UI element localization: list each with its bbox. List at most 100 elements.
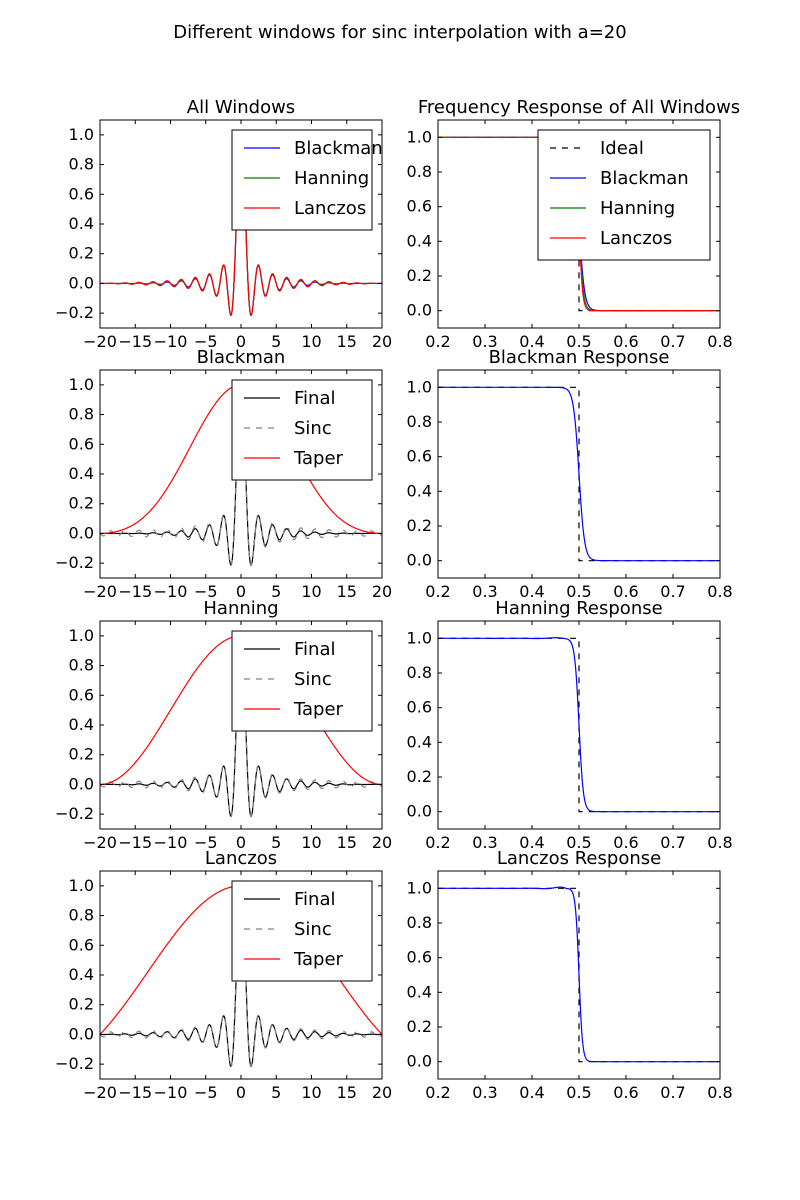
- legend: Final Sinc Taper: [231, 630, 373, 732]
- x-tick-label: −10: [154, 582, 188, 601]
- y-tick-label: 0.4: [407, 481, 432, 500]
- y-tick-label: 0.8: [407, 162, 432, 181]
- legend-label-final: Final: [294, 639, 335, 660]
- panel-title: Hanning Response: [495, 598, 662, 619]
- x-tick-label: 0.7: [660, 332, 685, 351]
- y-tick-label: 0.6: [407, 698, 432, 717]
- x-tick-label: 15: [337, 332, 357, 351]
- x-tick-label: −5: [194, 833, 218, 852]
- x-tick-label: 0.7: [660, 582, 685, 601]
- legend-label-hanning: Hanning: [600, 198, 675, 219]
- y-tick-label: 0.0: [69, 774, 94, 793]
- legend-label-sinc: Sinc: [294, 669, 332, 690]
- x-tick-label: −15: [118, 1083, 152, 1102]
- legend-label-blackman: Blackman: [294, 138, 383, 159]
- y-tick-label: 0.8: [69, 155, 94, 174]
- x-tick-label: −20: [83, 332, 117, 351]
- panel-title: Lanczos: [205, 848, 277, 869]
- panel-all-windows: −20 −15 −10 −5 0 5 10 15 20 −0.2 0.0 0.2 0.4 0.6 0.8 1.…: [55, 97, 392, 351]
- legend: Final Sinc Taper: [231, 379, 373, 481]
- x-tick-label: 15: [337, 582, 357, 601]
- x-tick-label: 0.4: [519, 1083, 544, 1102]
- y-tick-label: 0.2: [407, 1017, 432, 1036]
- x-tick-label: 0.6: [613, 833, 638, 852]
- y-tick-label: 0.4: [407, 231, 432, 250]
- panel-title: Blackman: [197, 347, 286, 368]
- x-tick-label: 0.2: [425, 332, 450, 351]
- x-tick-label: 0.5: [566, 332, 591, 351]
- y-tick-label: 1.0: [69, 626, 94, 645]
- legend-box: [231, 129, 373, 231]
- x-tick-label: 5: [271, 833, 281, 852]
- y-tick-label: 1.0: [407, 127, 432, 146]
- x-tick-label: 0.5: [566, 1083, 591, 1102]
- x-tick-label: 0.6: [613, 332, 638, 351]
- y-tick-label: 0.8: [407, 663, 432, 682]
- y-tick-label: −0.2: [55, 804, 94, 823]
- legend-label-final: Final: [294, 889, 335, 910]
- y-tick-label: 0.0: [407, 1052, 432, 1071]
- x-tick-label: −15: [118, 582, 152, 601]
- series-group: [438, 637, 720, 813]
- x-tick-label: −15: [118, 833, 152, 852]
- x-tick-label: 0.5: [566, 833, 591, 852]
- x-tick-label: 0.2: [425, 833, 450, 852]
- legend-label-sinc: Sinc: [294, 418, 332, 439]
- x-tick-label: −10: [154, 833, 188, 852]
- y-tick-label: 0.8: [69, 906, 94, 925]
- x-tick-label: 0.4: [519, 833, 544, 852]
- x-tick-label: −5: [194, 1083, 218, 1102]
- x-tick-label: −10: [154, 332, 188, 351]
- x-tick-label: 0.4: [519, 332, 544, 351]
- legend: Ideal Blackman Hanning Lanczos: [537, 129, 711, 261]
- x-tick-label: 0.8: [707, 332, 732, 351]
- y-tick-label: 0.8: [69, 405, 94, 424]
- x-tick-label: 0.3: [472, 833, 497, 852]
- y-tick-label: 0.6: [69, 184, 94, 203]
- y-tick-label: −0.2: [55, 303, 94, 322]
- legend-label-lanczos: Lanczos: [600, 228, 672, 249]
- x-tick-label: 0.7: [660, 1083, 685, 1102]
- x-tick-label: 20: [372, 332, 392, 351]
- x-tick-label: −20: [83, 1083, 117, 1102]
- y-tick-label: 0.2: [69, 745, 94, 764]
- panel-title: Hanning: [203, 598, 278, 619]
- y-tick-label: 0.4: [407, 732, 432, 751]
- y-tick-label: 0.0: [69, 273, 94, 292]
- x-tick-label: 10: [301, 582, 321, 601]
- legend-label-taper: Taper: [293, 448, 344, 469]
- x-tick-label: 0.8: [707, 582, 732, 601]
- x-tick-label: 0: [236, 332, 246, 351]
- x-tick-label: −20: [83, 582, 117, 601]
- y-tick-label: 0.0: [407, 551, 432, 570]
- x-tick-label: 5: [271, 1083, 281, 1102]
- panel-title: Frequency Response of All Windows: [418, 97, 740, 118]
- x-tick-label: 0.3: [472, 1083, 497, 1102]
- panel-title: Lanczos Response: [497, 848, 661, 869]
- panel-title: All Windows: [187, 97, 295, 118]
- y-tick-label: 0.6: [407, 948, 432, 967]
- x-tick-label: 20: [372, 833, 392, 852]
- y-tick-label: 0.6: [69, 935, 94, 954]
- y-tick-label: 0.4: [69, 214, 94, 233]
- panel-blackman: −20 −15 −10 −5 0 5 10 15 20 −0.2 0.0 0.2 0.4 0.6 0.8 1.…: [55, 347, 392, 601]
- y-tick-label: −0.2: [55, 553, 94, 572]
- x-tick-label: 0.3: [472, 582, 497, 601]
- y-tick-label: 0.2: [69, 244, 94, 263]
- y-tick-label: 0.0: [69, 523, 94, 542]
- legend-box: [231, 379, 373, 481]
- x-tick-label: 0: [236, 582, 246, 601]
- legend-label-lanczos: Lanczos: [294, 198, 366, 219]
- y-tick-label: 1.0: [69, 125, 94, 144]
- y-tick-label: 0.0: [407, 802, 432, 821]
- y-tick-label: 0.2: [69, 494, 94, 513]
- series-group: [438, 386, 720, 562]
- x-tick-label: −5: [194, 332, 218, 351]
- legend-box: [231, 880, 373, 982]
- figure-title: Different windows for sinc interpolation…: [173, 22, 626, 43]
- panel-title: Blackman Response: [489, 347, 670, 368]
- x-tick-label: −20: [83, 833, 117, 852]
- y-tick-label: 0.2: [407, 266, 432, 285]
- legend-label-taper: Taper: [293, 949, 344, 970]
